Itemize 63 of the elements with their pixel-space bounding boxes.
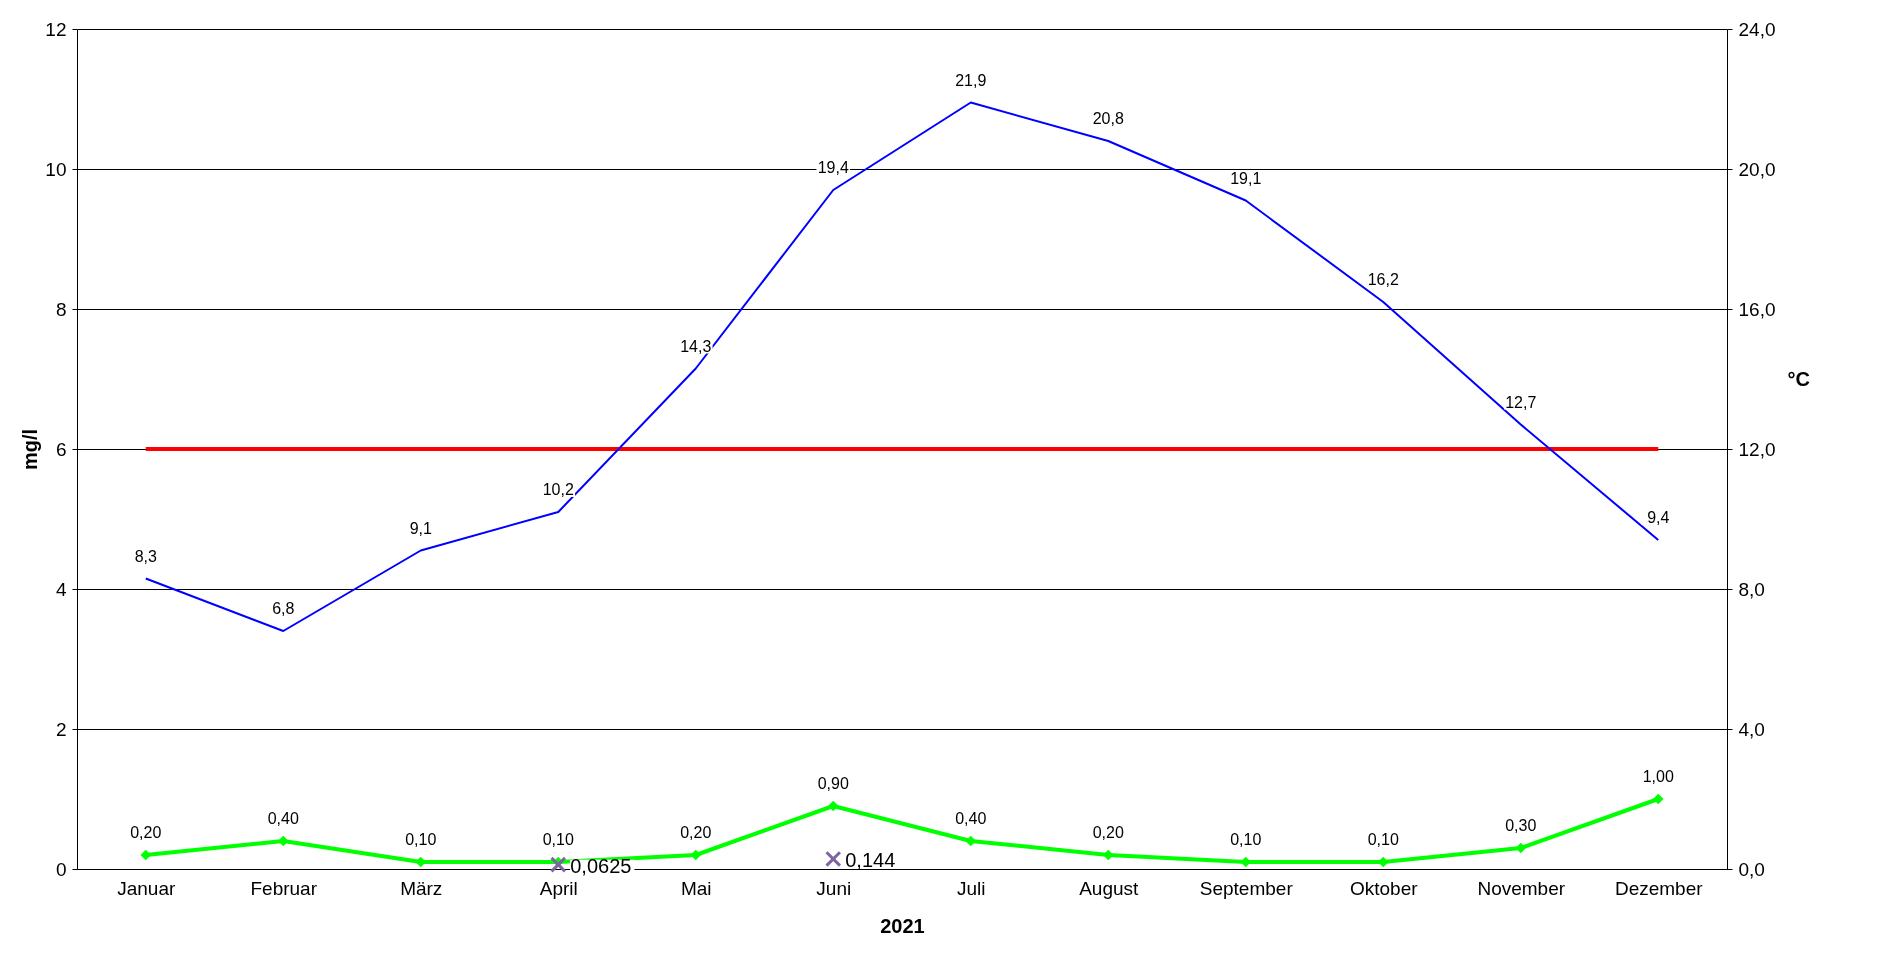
data-label: 0,40: [955, 810, 987, 827]
y2-tick-label: 20,0: [1738, 158, 1776, 180]
data-label: 0,10: [1230, 831, 1262, 848]
y-axis-title: mg/l: [19, 428, 42, 471]
x-tick-label: November: [1477, 877, 1566, 899]
y2-tick-label: 8,0: [1738, 578, 1765, 600]
point: [828, 800, 839, 812]
y2-tick-label: 24,0: [1738, 18, 1776, 40]
data-label: 14,3: [680, 337, 712, 355]
y2-tick-label: 0,0: [1738, 858, 1765, 880]
y-tick-label: 8: [55, 298, 67, 320]
point: [140, 849, 151, 861]
x-tick-label: Juni: [816, 877, 852, 899]
data-label: 16,2: [1367, 271, 1399, 288]
y-tick-label: 2: [55, 718, 67, 740]
x-tick-label: Januar: [117, 877, 176, 899]
data-label: 19,1: [1230, 169, 1262, 187]
y-tick-label: 10: [45, 158, 67, 180]
y2-tick-label: 12,0: [1738, 438, 1776, 460]
y-tick-label: 6: [55, 438, 67, 460]
x-tick-label: Februar: [250, 877, 318, 899]
data-label: 19,4: [817, 159, 849, 176]
point: [690, 849, 701, 861]
y2-tick-label: 16,0: [1738, 298, 1776, 320]
data-label: 9,4: [1647, 509, 1670, 526]
y2-tick-label: 4,0: [1738, 718, 1765, 740]
y-tick-label: 4: [55, 578, 67, 600]
data-label: 0,10: [542, 831, 574, 848]
x-tick-label: April: [539, 877, 578, 899]
data-label: 1,00: [1642, 768, 1674, 785]
y2-axis-title: °C: [1787, 367, 1810, 390]
data-label: 0,20: [130, 824, 162, 841]
data-label: 21,9: [955, 71, 987, 89]
x-tick-label: Oktober: [1349, 877, 1419, 899]
x-tick-label: März: [400, 877, 443, 899]
data-label: 20,8: [1092, 110, 1124, 127]
y-tick-label: 12: [45, 18, 67, 40]
data-label: 0,40: [267, 810, 299, 827]
data-label: 0,10: [1367, 831, 1399, 848]
data-label: 6,8: [272, 600, 295, 617]
x-tick-label: Dezember: [1614, 877, 1704, 899]
x-axis-title: 2021: [880, 914, 925, 937]
point: [278, 835, 289, 847]
data-label: 0,0625: [570, 854, 632, 877]
x-tick-label: August: [1079, 877, 1140, 899]
point: [1653, 793, 1664, 805]
data-label: 0,90: [817, 775, 849, 792]
data-label: 0,20: [1092, 824, 1124, 841]
x-tick-label: Mai: [680, 877, 712, 899]
x-tick-label: September: [1199, 877, 1294, 899]
point: [965, 835, 976, 847]
data-label: 0,30: [1505, 817, 1537, 834]
data-label: 9,1: [409, 519, 432, 537]
point: [1103, 849, 1114, 861]
data-label: 0,10: [405, 831, 437, 848]
data-label: 10,2: [542, 481, 574, 498]
data-label: 12,7: [1505, 393, 1537, 411]
point: [1515, 842, 1526, 854]
data-label: 0,20: [680, 824, 712, 841]
x-tick-label: Juli: [956, 877, 986, 899]
data-label: 0,144: [845, 848, 896, 871]
data-label: 8,3: [134, 547, 157, 565]
y-tick-label: 0: [55, 858, 67, 880]
